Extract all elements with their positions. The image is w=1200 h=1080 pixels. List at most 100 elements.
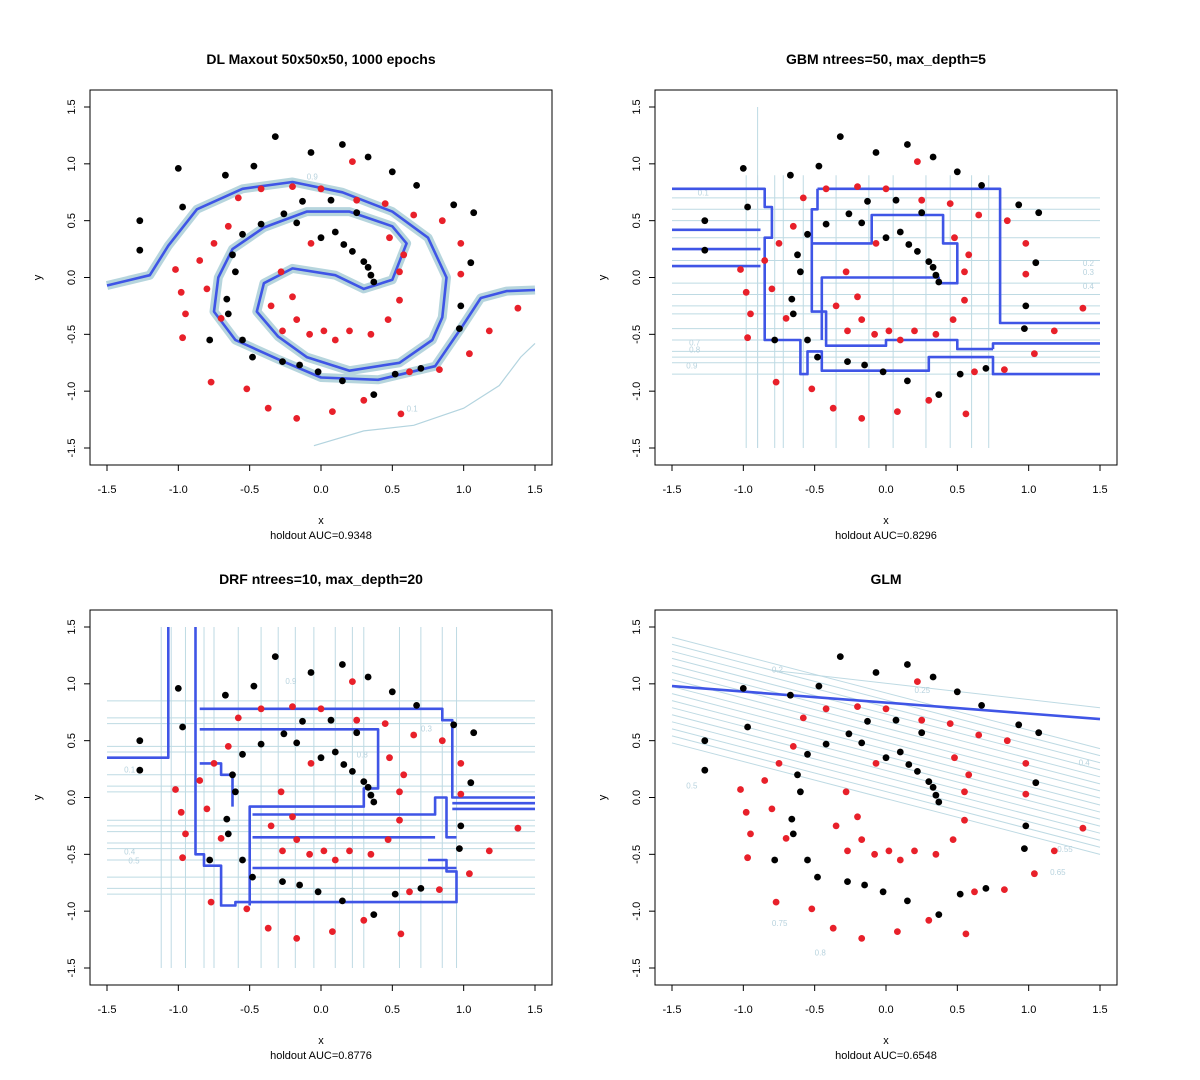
data-point-class-0	[339, 377, 346, 385]
data-point-class-0	[229, 251, 236, 259]
data-point-class-1	[961, 816, 968, 824]
data-point-class-0	[896, 748, 904, 756]
data-point-class-1	[747, 830, 754, 838]
data-point-class-0	[1035, 729, 1043, 737]
data-point-class-1	[289, 813, 296, 821]
data-point-class-0	[340, 241, 348, 248]
data-point-class-1	[279, 327, 286, 335]
data-point-class-0	[872, 669, 880, 676]
y-tick-label: 0.0	[631, 270, 643, 285]
data-point-class-0	[136, 217, 144, 225]
data-point-class-0	[836, 653, 844, 660]
data-point-class-0	[896, 228, 904, 236]
data-point-class-1	[267, 302, 275, 310]
data-point-class-1	[293, 316, 301, 323]
y-tick-label: 1.0	[631, 156, 643, 171]
contour-label: 0.9	[686, 361, 698, 370]
data-point-class-1	[842, 268, 850, 276]
data-point-class-1	[400, 251, 408, 259]
data-point-class-1	[182, 830, 189, 838]
x-tick-label: 0.0	[878, 484, 893, 496]
x-tick-label: 1.0	[1021, 484, 1036, 496]
data-point-class-1	[1079, 824, 1087, 832]
data-point-class-0	[953, 688, 961, 696]
data-point-class-0	[858, 739, 866, 747]
data-point-class-0	[367, 271, 375, 279]
x-axis-label: x	[883, 1035, 889, 1047]
data-point-class-1	[396, 296, 403, 304]
data-point-class-0	[271, 653, 279, 660]
data-point-class-1	[949, 836, 957, 843]
data-point-class-0	[904, 661, 911, 668]
data-point-class-0	[370, 278, 378, 286]
data-point-class-1	[965, 251, 973, 259]
data-point-class-0	[467, 779, 475, 787]
data-point-class-1	[386, 234, 393, 242]
data-point-class-0	[353, 729, 361, 737]
y-tick-label: 0.5	[66, 213, 78, 228]
data-point-class-1	[737, 266, 744, 273]
contour-label: 0.65	[1050, 868, 1066, 877]
data-point-class-1	[331, 336, 339, 344]
x-tick-label: 0.0	[878, 1004, 893, 1016]
x-tick-label: -1.0	[169, 1004, 188, 1016]
data-point-class-1	[466, 350, 473, 358]
data-point-class-1	[914, 678, 921, 685]
data-point-class-1	[396, 788, 403, 796]
data-point-class-1	[217, 315, 225, 322]
x-tick-label: -1.5	[98, 1004, 117, 1016]
x-tick-label: 0.5	[385, 484, 400, 496]
data-point-class-1	[367, 330, 375, 338]
data-point-class-1	[871, 850, 878, 858]
decision-boundary	[811, 213, 959, 340]
x-tick-label: -1.5	[663, 1004, 682, 1016]
data-point-class-0	[1021, 325, 1028, 332]
data-point-class-1	[317, 185, 325, 193]
data-point-class-1	[457, 790, 465, 798]
data-point-class-0	[299, 717, 306, 725]
data-point-class-1	[438, 217, 446, 225]
data-point-class-0	[327, 196, 335, 204]
data-point-class-1	[961, 296, 968, 304]
data-point-class-1	[894, 928, 901, 935]
data-point-class-0	[932, 271, 940, 279]
plot-content: 0.9 0.1 0.3 0.8 0.40.5	[107, 627, 535, 968]
data-point-class-1	[257, 705, 265, 713]
data-point-class-0	[978, 182, 985, 189]
data-point-class-1	[210, 760, 218, 767]
data-point-class-0	[314, 368, 322, 376]
data-point-class-1	[384, 316, 392, 323]
data-point-class-0	[391, 370, 399, 378]
chart-title: GLM	[870, 571, 901, 587]
decision-boundary	[107, 627, 170, 759]
x-axis: -1.5 -1.0 -0.5 0.0 0.5 1.0 1.5	[98, 465, 543, 496]
data-point-class-1	[894, 408, 901, 415]
chart-title: DL Maxout 50x50x50, 1000 epochs	[206, 51, 436, 67]
data-point-class-0	[844, 878, 851, 885]
contour-label: 0.8	[357, 751, 369, 760]
data-point-class-1	[744, 854, 751, 862]
contour-label: 0.4	[1079, 759, 1091, 768]
data-point-class-1	[799, 714, 807, 722]
contour-label: 0.25	[915, 686, 931, 695]
data-point-class-0	[223, 815, 231, 823]
data-point-class-0	[353, 209, 361, 217]
decision-boundary	[810, 188, 993, 351]
data-point-class-1	[207, 378, 215, 386]
data-point-class-0	[417, 365, 425, 372]
data-point-class-0	[340, 761, 348, 768]
data-point-class-1	[367, 850, 375, 858]
data-point-class-1	[279, 847, 286, 855]
data-point-class-1	[951, 234, 958, 242]
data-point-class-1	[457, 240, 465, 247]
data-point-class-1	[293, 836, 301, 843]
data-point-class-0	[935, 391, 943, 398]
data-point-class-0	[904, 377, 911, 385]
data-point-class-1	[289, 703, 296, 710]
data-point-class-1	[207, 898, 215, 906]
data-point-class-0	[804, 336, 811, 344]
data-point-class-0	[179, 723, 187, 731]
data-point-class-0	[879, 888, 887, 896]
x-tick-label: 0.0	[313, 484, 328, 496]
data-point-class-0	[814, 353, 821, 361]
